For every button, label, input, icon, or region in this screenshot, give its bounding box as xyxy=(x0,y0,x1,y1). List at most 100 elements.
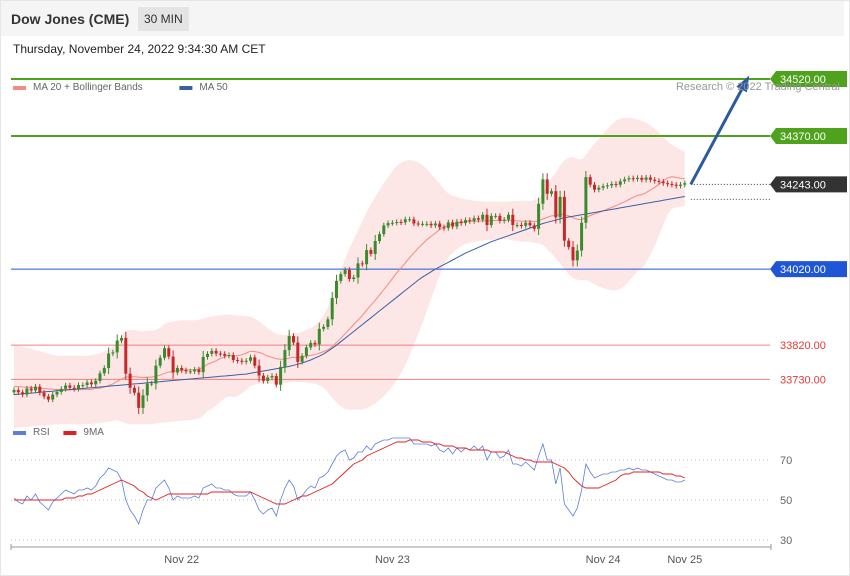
candle xyxy=(89,379,93,387)
level-tag-bg xyxy=(770,176,847,193)
chart-header: Dow Jones (CME) 30 MIN xyxy=(1,1,844,36)
candle-body xyxy=(347,269,351,279)
candle-body xyxy=(378,234,381,241)
candle-body xyxy=(373,240,377,254)
candle-body xyxy=(618,181,622,185)
level-label-34520.00: 34520.00 xyxy=(780,74,826,86)
candle-body xyxy=(64,385,68,389)
candle xyxy=(373,234,377,260)
candle-body xyxy=(85,382,89,386)
candle-body xyxy=(16,390,20,393)
candle xyxy=(408,216,412,222)
candle-body xyxy=(657,180,661,182)
candle-body xyxy=(55,391,59,395)
candle-body xyxy=(300,355,304,362)
candle-body xyxy=(326,319,330,327)
candle-body xyxy=(38,386,42,393)
candle xyxy=(227,352,231,359)
candle xyxy=(429,221,433,229)
candle-body xyxy=(644,177,648,180)
rsi-tick-70: 70 xyxy=(780,455,792,467)
legend-swatch xyxy=(179,86,193,90)
legend-label: RSI xyxy=(33,427,50,438)
candle xyxy=(274,373,278,388)
candle xyxy=(25,385,29,398)
candle-body xyxy=(511,214,515,226)
candle xyxy=(184,367,188,375)
candle-body xyxy=(240,360,244,362)
candle-body xyxy=(580,222,584,251)
candle xyxy=(412,216,416,227)
x-tick-Nov 24: Nov 24 xyxy=(586,554,621,566)
candle-body xyxy=(390,222,394,224)
candle-body xyxy=(455,221,459,227)
candle xyxy=(81,382,85,388)
candle xyxy=(270,373,274,381)
candle-body xyxy=(425,223,429,225)
candle-body xyxy=(257,365,261,376)
candle xyxy=(588,174,592,188)
candle-body xyxy=(382,225,386,235)
candle xyxy=(347,267,351,282)
candle xyxy=(55,389,59,398)
candle xyxy=(472,215,476,224)
candle-body xyxy=(244,360,248,362)
candle xyxy=(236,357,240,364)
candle xyxy=(59,386,63,395)
candle-body xyxy=(12,390,16,393)
candle xyxy=(94,378,98,387)
candle xyxy=(623,176,627,184)
candle-body xyxy=(21,392,25,395)
candle-body xyxy=(399,221,403,223)
candle-body xyxy=(627,178,631,180)
candle-body xyxy=(107,353,111,368)
candle-body xyxy=(412,219,416,224)
candle-body xyxy=(343,269,347,275)
candle-body xyxy=(515,225,519,227)
candle-body xyxy=(124,337,128,374)
candle xyxy=(42,390,46,400)
candle-body xyxy=(218,353,222,355)
candle xyxy=(206,351,209,360)
candle xyxy=(636,175,639,182)
candle xyxy=(296,336,300,368)
candle-body xyxy=(472,218,476,222)
candle-body xyxy=(386,223,390,226)
candle-body xyxy=(201,356,205,373)
candle xyxy=(124,331,128,380)
level-tag-34370.00: 34370.00 xyxy=(770,128,847,145)
candle-body xyxy=(115,340,119,353)
candle xyxy=(498,213,502,224)
candle xyxy=(382,222,386,237)
candle xyxy=(653,177,657,184)
candle-body xyxy=(532,225,536,229)
candle xyxy=(107,347,111,375)
candle xyxy=(197,366,201,375)
candle-body xyxy=(601,186,605,188)
candle xyxy=(163,345,166,361)
level-tag-34020.00: 34020.00 xyxy=(770,261,847,278)
candle xyxy=(292,333,295,346)
candle-body xyxy=(623,179,627,182)
candle-body xyxy=(270,375,274,378)
timeframe-badge[interactable]: 30 MIN xyxy=(138,7,189,31)
candle-body xyxy=(550,191,553,194)
candle xyxy=(455,218,459,230)
candle xyxy=(360,260,364,267)
candle-body xyxy=(640,177,644,180)
x-tick-Nov 22: Nov 22 xyxy=(164,554,199,566)
candle xyxy=(502,217,506,224)
candle xyxy=(421,221,424,227)
candle xyxy=(223,351,227,359)
candle-body xyxy=(249,357,252,361)
candle-body xyxy=(154,365,158,384)
legend-swatch xyxy=(63,431,77,435)
candle xyxy=(38,383,42,396)
candle-body xyxy=(356,263,360,278)
candle xyxy=(378,231,381,244)
candle xyxy=(627,175,631,183)
candle xyxy=(593,182,596,193)
candle xyxy=(171,350,175,379)
candle xyxy=(390,220,394,226)
level-tag-34520.00: 34520.00 xyxy=(770,71,847,88)
